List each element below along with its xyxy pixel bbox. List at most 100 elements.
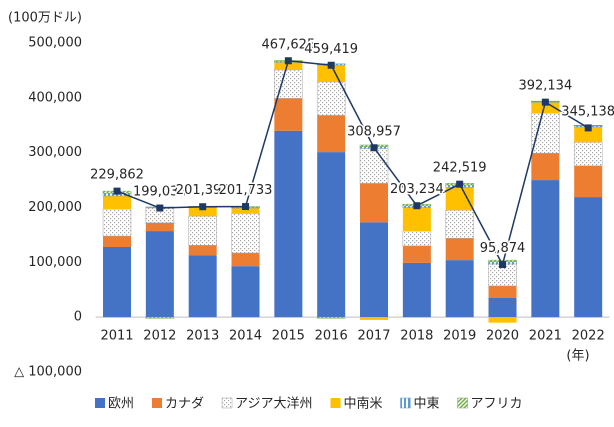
bar-segment (445, 209, 474, 239)
total-marker (242, 203, 250, 211)
legend-swatch (95, 398, 105, 408)
bar-segment (145, 316, 175, 319)
x-tick-label: 2016 (315, 329, 348, 344)
legend-label: カナダ (165, 397, 204, 412)
total-marker (541, 98, 549, 106)
bar-segment (402, 245, 431, 263)
bar-segment (402, 207, 431, 232)
total-label: 203,234 (390, 182, 444, 197)
legend-label: 中東 (414, 396, 440, 412)
bar-segment (574, 197, 603, 318)
legend-swatch (221, 397, 233, 409)
bar-segment (402, 230, 432, 247)
total-label: 201,733 (219, 183, 273, 198)
x-tick-label: 2013 (186, 329, 219, 344)
total-label: 308,957 (347, 124, 401, 139)
total-label: 229,862 (90, 168, 144, 183)
total-marker (370, 144, 378, 152)
bar-segment (488, 285, 517, 298)
total-marker (113, 187, 121, 195)
total-label: 467,625 (261, 37, 315, 52)
y-tick-label: 0 (74, 310, 82, 325)
total-label: 95,874 (480, 241, 526, 256)
legend-label: アジア大洋州 (235, 397, 312, 412)
unit-label: (100万ドル) (8, 11, 82, 26)
bar-segment (231, 213, 260, 254)
bar-segment (317, 115, 346, 153)
bar-segment (359, 148, 389, 184)
total-marker (284, 57, 292, 65)
legend-label: 中南米 (344, 396, 383, 412)
legend-swatch (330, 398, 341, 408)
bar-segment (316, 316, 346, 319)
bar-segment (274, 98, 303, 131)
x-tick-label: 2012 (143, 329, 176, 344)
bar-segment (102, 208, 132, 237)
y-tick-label: 100,000 (28, 255, 82, 270)
legend-swatch (400, 397, 411, 409)
legend-label: 欧州 (108, 397, 134, 412)
bar-segment (145, 222, 174, 232)
x-tick-label: 2018 (400, 329, 433, 344)
bar-segment (360, 222, 389, 318)
bar-segment (531, 112, 560, 154)
bar-segment (531, 102, 560, 114)
bar-segment (188, 245, 217, 256)
total-label: 199,034 (133, 185, 187, 200)
bar-segment (445, 260, 474, 318)
bar-segment (231, 208, 260, 214)
total-label: 345,138 (561, 104, 614, 119)
bar-segment (316, 81, 346, 116)
bar-segment (360, 183, 389, 223)
x-tick-label: 2021 (529, 329, 562, 344)
bar-segment (103, 236, 132, 247)
bar-segment (188, 216, 217, 246)
total-marker (584, 124, 592, 132)
bar-segment (531, 153, 560, 181)
total-marker (456, 180, 464, 188)
bar-segment (274, 130, 303, 318)
bar-segment (231, 266, 260, 318)
bar-segment (360, 317, 389, 320)
bar-segment (317, 152, 346, 318)
x-tick-label: 2015 (272, 329, 305, 344)
y-tick-label: 200,000 (28, 200, 82, 215)
x-tick-label: 2022 (572, 329, 605, 344)
total-marker (499, 261, 507, 269)
x-tick-label: 2019 (443, 329, 476, 344)
total-label: 201,393 (176, 183, 230, 198)
bar-segment (531, 180, 560, 318)
y-tick-label: △ 100,000 (14, 365, 82, 380)
bar-segment (402, 262, 431, 318)
bar-segment (573, 141, 603, 167)
total-marker (156, 204, 164, 212)
bar-segment (188, 255, 217, 318)
y-tick-label: 400,000 (28, 90, 82, 105)
total-label: 242,519 (433, 161, 487, 176)
bar-segment (145, 231, 174, 318)
x-unit-label: (年) (566, 349, 589, 364)
y-tick-label: 300,000 (28, 145, 82, 160)
bar-segment (488, 297, 517, 318)
x-tick-label: 2017 (357, 329, 390, 344)
legend-swatch (152, 398, 163, 408)
x-tick-label: 2014 (229, 329, 262, 344)
bar-segment (488, 317, 517, 323)
bar-segment (574, 165, 603, 198)
legend-swatch (457, 397, 468, 409)
bar-segment (445, 238, 474, 261)
bar-segment (445, 187, 474, 211)
y-tick-label: 500,000 (28, 36, 82, 51)
legend-label: アフリカ (471, 397, 523, 412)
total-label: 459,419 (304, 42, 358, 57)
bar-segment (188, 207, 217, 217)
total-marker (413, 202, 421, 210)
bar-segment (574, 126, 603, 143)
x-tick-label: 2011 (100, 329, 133, 344)
bar-segment (274, 62, 303, 70)
bar-segment (231, 253, 260, 267)
total-marker (327, 61, 335, 69)
bar-segment (103, 195, 132, 210)
total-marker (199, 203, 207, 211)
